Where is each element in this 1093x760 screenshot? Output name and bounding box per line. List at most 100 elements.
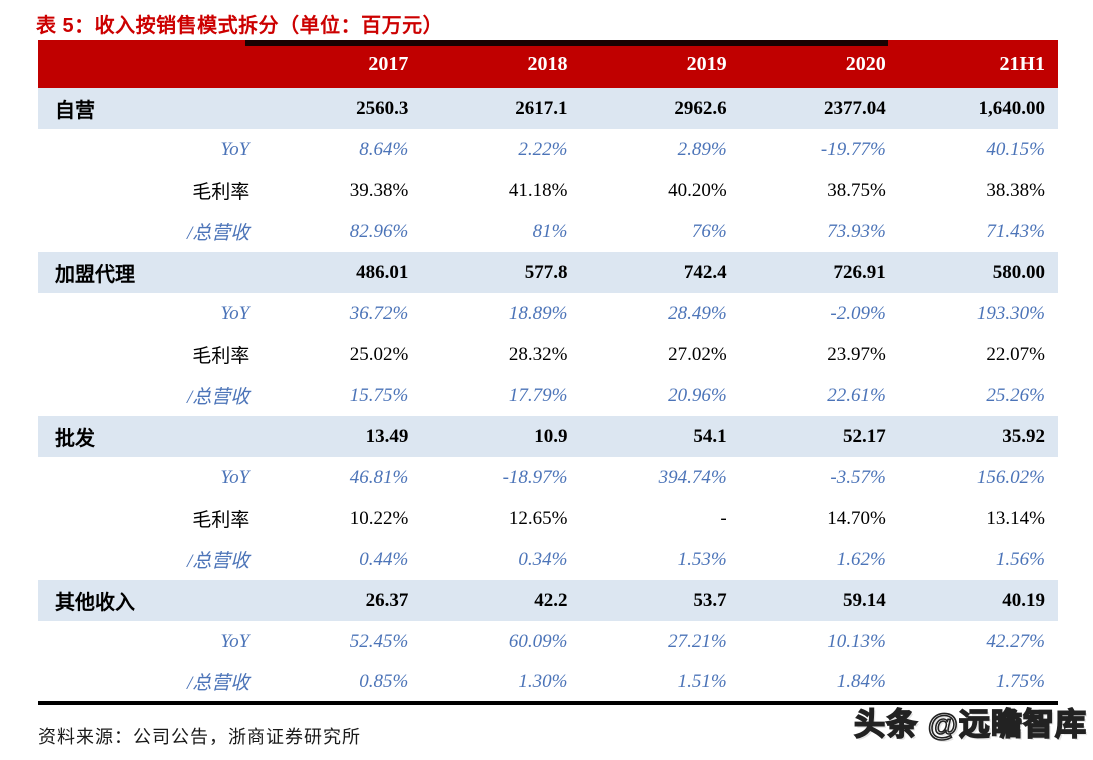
row-label: /总营收 <box>186 387 250 408</box>
cell-value: 38.38% <box>986 179 1045 201</box>
cell-value: 42.27% <box>986 630 1045 652</box>
row-label: /总营收 <box>186 223 250 244</box>
cell-value: 2617.1 <box>515 97 568 119</box>
source-note: 资料来源：公司公告，浙商证券研究所 <box>38 727 361 747</box>
cell-value: 2.89% <box>677 138 727 160</box>
row-label: 批发 <box>55 428 95 450</box>
cell-value: 1.84% <box>836 670 886 692</box>
cell-value: 28.49% <box>668 302 727 324</box>
cell-value: - <box>720 507 727 529</box>
cell-value: 1.75% <box>995 670 1045 692</box>
cell-value: 2962.6 <box>674 97 727 119</box>
cell-value: 23.97% <box>827 343 886 365</box>
cell-value: -18.97% <box>502 466 568 488</box>
cell-value: 742.4 <box>683 261 727 283</box>
table-row-ziying-margin: 毛利率 39.38% 41.18% 40.20% 38.75% 38.38% <box>38 170 1058 211</box>
cell-value: 41.18% <box>508 179 568 201</box>
cell-value: 10.22% <box>349 507 409 529</box>
cell-value: 2560.3 <box>356 97 409 119</box>
cell-value: 42.2 <box>534 589 568 611</box>
cell-value: 17.79% <box>508 384 568 406</box>
table-row-jiameng-margin: 毛利率 25.02% 28.32% 27.02% 23.97% 22.07% <box>38 334 1058 375</box>
revenue-table: 2017 2018 2019 2020 21H1 自营 2560.3 2617.… <box>38 40 1058 705</box>
table-row-ziying: 自营 2560.3 2617.1 2962.6 2377.04 1,640.00 <box>38 88 1058 129</box>
row-label: /总营收 <box>186 673 250 694</box>
cell-value: 40.19 <box>1002 589 1045 611</box>
row-label: 自营 <box>55 100 95 122</box>
header-empty-cell <box>38 40 262 88</box>
row-label: YoY <box>220 138 250 160</box>
table-row-jiameng-yoy: YoY 36.72% 18.89% 28.49% -2.09% 193.30% <box>38 293 1058 334</box>
cell-value: 18.89% <box>508 302 568 324</box>
cell-value: 54.1 <box>693 425 727 447</box>
cell-value: 76% <box>691 220 727 242</box>
cell-value: 28.32% <box>508 343 568 365</box>
revenue-by-sales-model-table: 2017 2018 2019 2020 21H1 自营 2560.3 2617.… <box>38 40 1058 705</box>
cell-value: -3.57% <box>830 466 886 488</box>
cell-value: 27.21% <box>668 630 727 652</box>
table-row-pifa-share: /总营收 0.44% 0.34% 1.53% 1.62% 1.56% <box>38 539 1058 580</box>
table-row-pifa-yoy: YoY 46.81% -18.97% 394.74% -3.57% 156.02… <box>38 457 1058 498</box>
cell-value: 1.53% <box>677 548 727 570</box>
header-year-2018: 2018 <box>527 52 568 75</box>
cell-value: 156.02% <box>976 466 1045 488</box>
row-label: /总营收 <box>186 551 250 572</box>
row-label: 其他收入 <box>55 592 135 614</box>
cell-value: 82.96% <box>349 220 409 242</box>
row-label: 毛利率 <box>192 346 250 367</box>
cell-value: 13.49 <box>365 425 409 447</box>
cell-value: 22.07% <box>986 343 1045 365</box>
watermark-toutiao-yuanzhan: 头条 @远瞻智库 <box>853 706 1087 743</box>
cell-value: 8.64% <box>359 138 409 160</box>
cell-value: 59.14 <box>843 589 886 611</box>
cell-value: 52.17 <box>843 425 886 447</box>
cell-value: 0.34% <box>518 548 568 570</box>
table-row-ziying-share: /总营收 82.96% 81% 76% 73.93% 71.43% <box>38 211 1058 252</box>
header-year-2019: 2019 <box>686 52 727 75</box>
table-title: 表 5：收入按销售模式拆分（单位：百万元） <box>36 15 444 37</box>
cell-value: -2.09% <box>830 302 886 324</box>
cell-value: 20.96% <box>668 384 727 406</box>
cell-value: 60.09% <box>508 630 568 652</box>
cell-value: 0.44% <box>359 548 409 570</box>
cell-value: 73.93% <box>827 220 886 242</box>
header-year-21h1: 21H1 <box>999 52 1045 75</box>
row-label: YoY <box>220 466 250 488</box>
table-row-jiameng: 加盟代理 486.01 577.8 742.4 726.91 580.00 <box>38 252 1058 293</box>
header-year-2020: 2020 <box>845 52 886 75</box>
cell-value: 486.01 <box>356 261 409 283</box>
cell-value: 71.43% <box>986 220 1045 242</box>
cell-value: 40.20% <box>668 179 727 201</box>
cell-value: 14.70% <box>827 507 886 529</box>
row-label: 加盟代理 <box>55 264 135 286</box>
header-year-2017: 2017 <box>368 52 409 75</box>
row-label: 毛利率 <box>192 510 250 531</box>
header-dark-stripe <box>245 40 888 46</box>
cell-value: 0.85% <box>359 670 409 692</box>
cell-value: 1.51% <box>677 670 727 692</box>
table-row-ziying-yoy: YoY 8.64% 2.22% 2.89% -19.77% 40.15% <box>38 129 1058 170</box>
cell-value: -19.77% <box>820 138 886 160</box>
cell-value: 26.37 <box>365 589 409 611</box>
header-row: 2017 2018 2019 2020 21H1 <box>38 40 1058 88</box>
cell-value: 46.81% <box>349 466 409 488</box>
cell-value: 81% <box>532 220 568 242</box>
table-row-jiameng-share: /总营收 15.75% 17.79% 20.96% 22.61% 25.26% <box>38 375 1058 416</box>
table-row-pifa-margin: 毛利率 10.22% 12.65% - 14.70% 13.14% <box>38 498 1058 539</box>
cell-value: 36.72% <box>349 302 409 324</box>
cell-value: 52.45% <box>349 630 409 652</box>
cell-value: 53.7 <box>693 589 727 611</box>
cell-value: 40.15% <box>986 138 1045 160</box>
row-label: YoY <box>220 302 250 324</box>
cell-value: 25.02% <box>349 343 409 365</box>
cell-value: 38.75% <box>827 179 886 201</box>
row-label: 毛利率 <box>192 182 250 203</box>
cell-value: 35.92 <box>1002 425 1045 447</box>
cell-value: 394.74% <box>658 466 727 488</box>
cell-value: 193.30% <box>976 302 1045 324</box>
cell-value: 1,640.00 <box>978 97 1046 119</box>
cell-value: 12.65% <box>508 507 568 529</box>
cell-value: 22.61% <box>827 384 886 406</box>
cell-value: 1.56% <box>995 548 1045 570</box>
cell-value: 726.91 <box>833 261 886 283</box>
